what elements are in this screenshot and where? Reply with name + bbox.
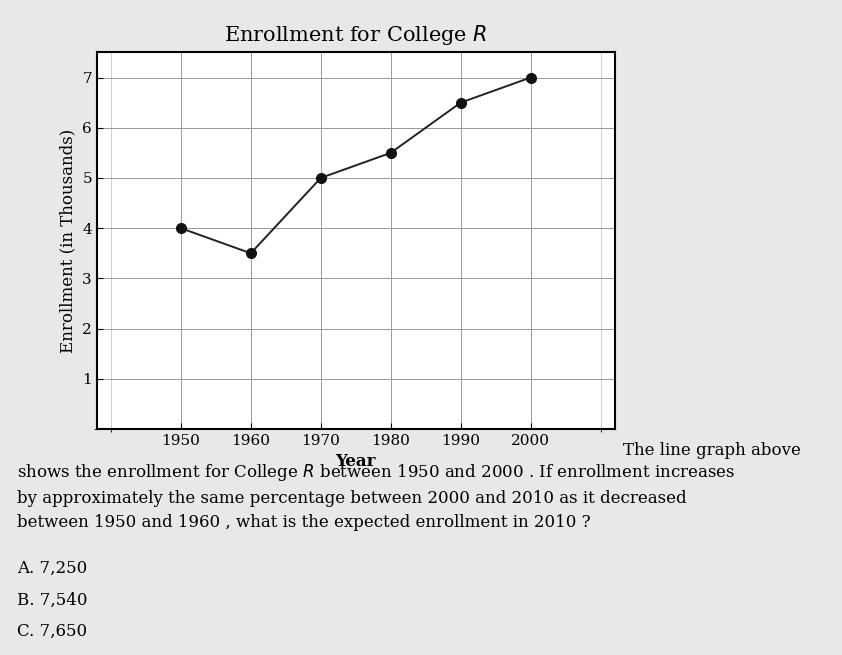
Text: B. 7,540: B. 7,540 — [17, 591, 88, 608]
Text: shows the enrollment for College $R$ between 1950 and 2000 . If enrollment incre: shows the enrollment for College $R$ bet… — [17, 462, 735, 531]
Title: Enrollment for College $R$: Enrollment for College $R$ — [224, 24, 488, 47]
Text: C. 7,650: C. 7,650 — [17, 623, 87, 640]
Y-axis label: Enrollment (in Thousands): Enrollment (in Thousands) — [60, 128, 77, 353]
Text: A. 7,250: A. 7,250 — [17, 560, 87, 577]
Text: D. 7,875: D. 7,875 — [17, 654, 88, 655]
Text: The line graph above: The line graph above — [623, 442, 801, 459]
X-axis label: Year: Year — [335, 453, 376, 470]
